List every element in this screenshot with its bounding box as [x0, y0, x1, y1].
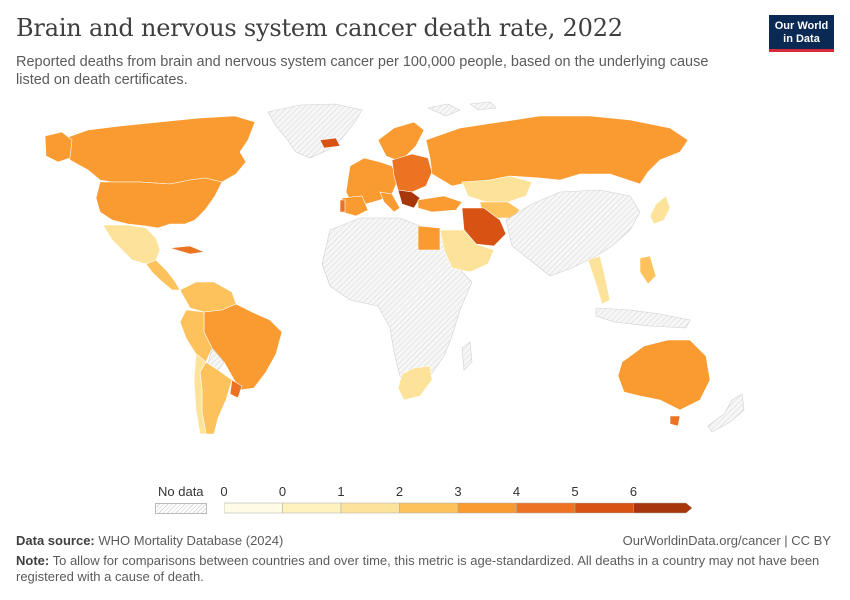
legend-no-data-swatch: [155, 503, 207, 514]
region-egypt[interactable]: [417, 225, 441, 251]
legend-bin-3[interactable]: [399, 502, 459, 514]
legend-tick-0: 0: [220, 484, 228, 499]
region-philippines[interactable]: [639, 255, 657, 285]
footer-url[interactable]: OurWorldinData.org/cancer | CC BY: [622, 533, 831, 548]
legend-bin-2[interactable]: [340, 502, 400, 514]
data-source-text[interactable]: WHO Mortality Database (2024): [98, 533, 284, 548]
region-usa[interactable]: [95, 177, 223, 229]
region-thailand-malaysia[interactable]: [587, 255, 611, 305]
region-australia[interactable]: [617, 339, 711, 411]
chart-subtitle: Reported deaths from brain and nervous s…: [16, 54, 709, 88]
legend-bin-1[interactable]: [282, 502, 342, 514]
logo-line-2: in Data: [783, 33, 820, 45]
region-scandinavia[interactable]: [377, 121, 425, 161]
legend-no-data-label: No data: [158, 484, 204, 499]
region-japan[interactable]: [649, 195, 671, 225]
region-central-america[interactable]: [145, 259, 181, 291]
region-balkans[interactable]: [397, 189, 421, 209]
region-arctic-islands[interactable]: [427, 101, 497, 117]
data-source-label: Data source:: [16, 533, 95, 548]
region-chile[interactable]: [193, 353, 207, 435]
region-asia-no-data[interactable]: [505, 189, 641, 277]
region-iceland[interactable]: [319, 137, 341, 149]
region-russia[interactable]: [425, 115, 689, 187]
owid-logo[interactable]: Our World in Data: [769, 15, 834, 52]
data-source: Data source: WHO Mortality Database (202…: [16, 533, 283, 548]
legend-tick-2: 1: [337, 484, 345, 499]
logo-line-1: Our World: [774, 20, 829, 32]
legend-tick-6: 5: [571, 484, 579, 499]
legend-tick-5: 4: [512, 484, 521, 499]
region-indonesia[interactable]: [595, 307, 691, 329]
region-tasmania[interactable]: [669, 415, 681, 427]
region-south-africa[interactable]: [397, 365, 433, 401]
legend-bin-7[interactable]: [633, 502, 693, 514]
region-portugal[interactable]: [339, 199, 346, 213]
region-caribbean[interactable]: [169, 245, 206, 255]
legend-tick-3: 2: [395, 484, 404, 499]
region-greenland[interactable]: [267, 103, 363, 159]
legend-bin-4[interactable]: [457, 502, 517, 514]
region-arabia[interactable]: [439, 229, 495, 273]
legend-tick-4: 3: [454, 484, 462, 499]
legend-tick-1: 0: [278, 484, 287, 499]
region-mexico[interactable]: [102, 224, 161, 265]
region-new-zealand[interactable]: [707, 393, 745, 433]
region-alaska[interactable]: [44, 131, 73, 163]
region-turkey[interactable]: [417, 195, 463, 213]
region-kazakhstan[interactable]: [461, 175, 533, 203]
legend-bin-6[interactable]: [574, 502, 634, 514]
region-central-europe[interactable]: [391, 153, 433, 193]
note-label: Note:: [16, 553, 50, 568]
note-text: To allow for comparisons between countri…: [16, 553, 820, 584]
region-canada[interactable]: [59, 115, 256, 185]
region-madagascar[interactable]: [461, 341, 473, 371]
region-uruguay[interactable]: [229, 379, 243, 399]
world-map: [44, 101, 745, 435]
legend-bin-5[interactable]: [516, 502, 576, 514]
legend-color-bar: [224, 502, 693, 514]
legend-bin-0[interactable]: [224, 502, 283, 514]
region-italy[interactable]: [379, 191, 401, 213]
map-legend: No data 0 0 1 2 3 4 5 6: [150, 480, 710, 520]
chart-title: Brain and nervous system cancer death ra…: [16, 14, 623, 42]
region-argentina[interactable]: [199, 361, 233, 435]
footnote: Note: To allow for comparisons between c…: [16, 553, 826, 585]
legend-tick-7: 6: [629, 484, 638, 499]
